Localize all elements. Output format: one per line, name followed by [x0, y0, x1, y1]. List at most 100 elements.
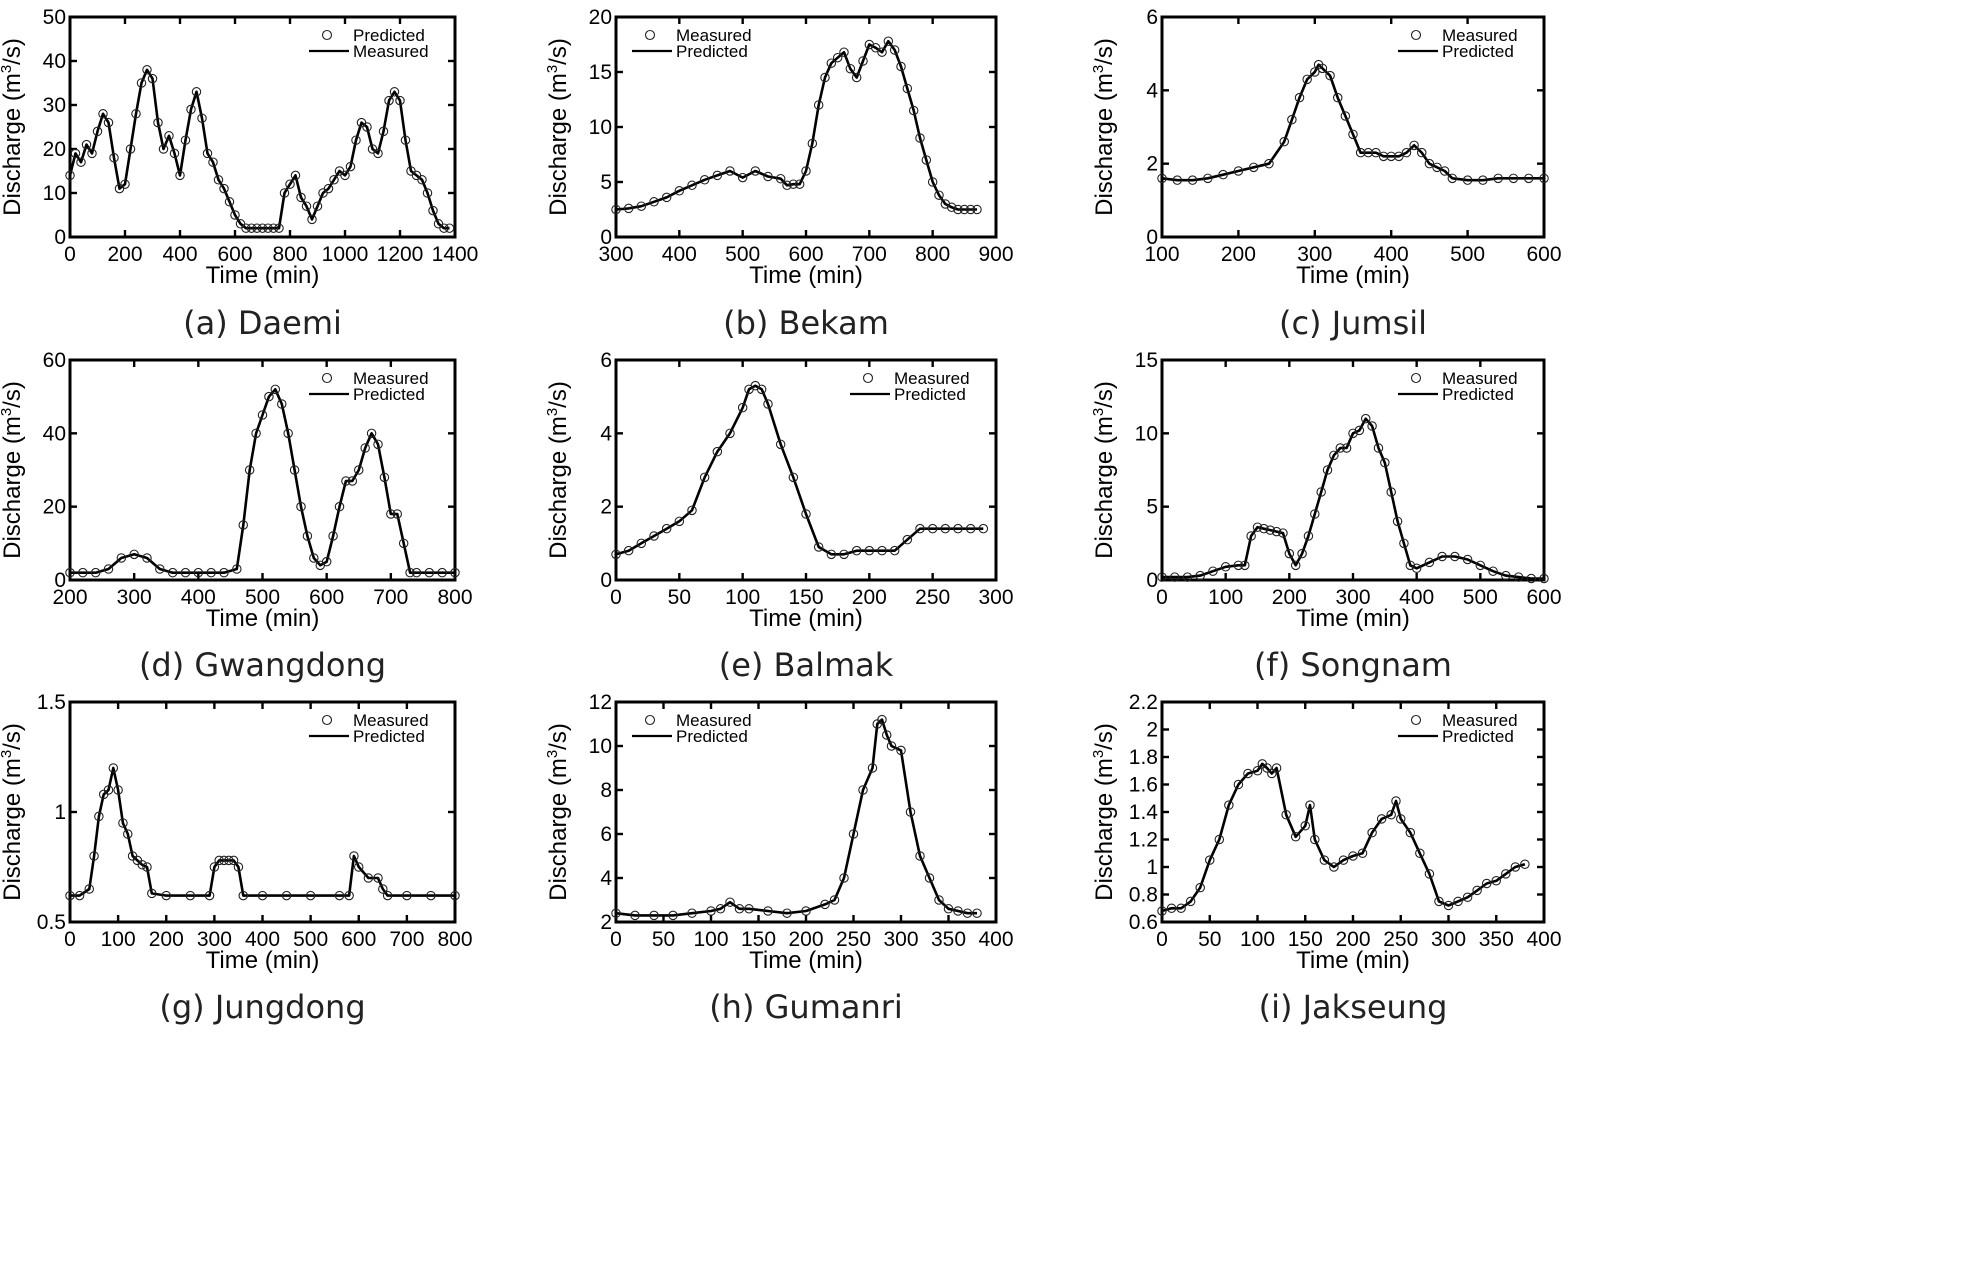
data-point-measured: [934, 190, 944, 200]
legend-marker-label: Measured: [676, 26, 752, 45]
data-point-predicted: [439, 223, 449, 233]
x-tick-label: 500: [725, 243, 760, 266]
y-axis-title-suffix: /s): [0, 723, 26, 750]
data-point-measured: [1510, 862, 1521, 872]
y-axis-title-suffix: /s): [1091, 38, 1118, 65]
data-point-predicted: [345, 161, 356, 172]
legend-marker-symbol: [321, 372, 333, 384]
data-point-measured: [193, 567, 204, 578]
data-point-measured: [1386, 809, 1396, 820]
x-tick-label: 400: [1399, 586, 1434, 609]
y-tick-label: 4: [600, 422, 612, 445]
panel-caption: (b) Bekam: [723, 304, 889, 342]
data-point-measured: [1185, 896, 1196, 907]
x-tick-label: 500: [293, 928, 328, 951]
data-point-measured: [1259, 523, 1269, 534]
data-point-measured: [1493, 173, 1503, 184]
data-point-measured: [801, 906, 811, 916]
x-tick-label: 300: [598, 243, 633, 266]
data-point-measured: [142, 862, 152, 872]
data-point-measured: [147, 888, 157, 899]
data-point-measured: [756, 384, 767, 395]
data-point-measured: [826, 58, 837, 68]
y-tick-label: 0: [600, 569, 612, 592]
x-tick-label: 600: [341, 928, 376, 951]
data-point-measured: [611, 908, 621, 918]
data-point-measured: [65, 567, 75, 578]
data-point-measured: [699, 175, 710, 185]
data-point-measured: [1386, 151, 1396, 162]
legend-line-label: Predicted: [676, 42, 748, 61]
data-point-measured: [238, 890, 249, 901]
data-point-measured: [763, 399, 773, 409]
x-tick-label: 200: [52, 586, 87, 609]
data-point-measured: [1380, 457, 1390, 468]
x-tick-label: 50: [652, 928, 675, 951]
data-point-measured: [78, 567, 88, 578]
data-point-measured: [782, 180, 792, 191]
data-point-measured: [687, 180, 697, 191]
data-point-measured: [1262, 763, 1272, 773]
x-tick-label: 400: [1374, 243, 1409, 266]
data-point-measured: [934, 895, 944, 905]
data-point-measured: [424, 567, 435, 578]
data-point-measured: [1415, 848, 1425, 858]
x-tick-label: 50: [1198, 928, 1221, 951]
y-tick-label: 10: [589, 116, 612, 139]
panel-caption: (d) Gwangdong: [138, 646, 387, 684]
data-point-measured: [84, 884, 95, 894]
legend-marker-label: Measured: [353, 711, 429, 730]
x-tick-label: 0: [610, 928, 622, 951]
data-point-measured: [1348, 129, 1358, 140]
data-point-measured: [845, 63, 856, 74]
data-point-measured: [864, 545, 875, 556]
data-point-predicted: [131, 109, 141, 119]
data-point-measured: [829, 895, 840, 905]
data-point-measured: [1424, 158, 1435, 169]
data-point-measured: [305, 890, 316, 901]
data-point-measured: [839, 549, 849, 560]
data-point-measured: [1157, 572, 1167, 582]
data-point-measured: [1294, 92, 1305, 103]
data-point-measured: [763, 906, 773, 916]
y-axis-title: Discharge (m3/s): [0, 381, 26, 559]
data-point-measured: [344, 890, 354, 901]
data-point-predicted: [340, 170, 350, 181]
data-point-measured: [1233, 560, 1244, 571]
data-point-measured: [1325, 70, 1335, 81]
data-point-measured: [927, 177, 938, 187]
y-tick-label: 0: [1146, 226, 1158, 249]
x-tick-label: 250: [1383, 928, 1418, 951]
y-tick-label: 0: [1146, 569, 1158, 592]
data-point-measured: [715, 904, 726, 914]
data-point-measured: [405, 567, 415, 578]
y-tick-label: 12: [589, 691, 612, 714]
x-tick-label: 100: [725, 586, 760, 609]
data-point-measured: [1508, 173, 1519, 184]
data-point-measured: [1252, 765, 1263, 776]
data-point-measured: [378, 884, 388, 894]
y-axis-title-main: Discharge (m: [1091, 416, 1118, 559]
data-point-predicted: [257, 223, 268, 233]
x-axis-title: Time (min): [1296, 605, 1410, 632]
data-point-predicted: [208, 157, 218, 167]
x-tick-label: 250: [836, 928, 871, 951]
data-point-measured: [1166, 903, 1177, 913]
x-tick-label: 300: [978, 586, 1013, 609]
x-axis-title: Time (min): [1296, 262, 1410, 289]
data-point-measured: [877, 714, 887, 725]
data-point-measured: [877, 545, 887, 556]
data-point-predicted: [285, 179, 295, 189]
y-axis-title: Discharge (m3/s): [544, 723, 572, 901]
data-point-measured: [334, 890, 345, 901]
data-point-measured: [209, 862, 220, 872]
data-point-measured: [611, 204, 621, 215]
data-point-measured: [1373, 443, 1384, 453]
data-point-measured: [219, 567, 229, 578]
legend-marker-label: Measured: [676, 711, 752, 730]
data-point-measured: [366, 428, 377, 439]
chart-panel-b: 300 400 500 600 700 800 900 0 5 10 15 20 Time (min) D…: [544, 6, 1014, 289]
x-tick-label: 500: [1463, 586, 1498, 609]
x-tick-label: 300: [117, 586, 152, 609]
